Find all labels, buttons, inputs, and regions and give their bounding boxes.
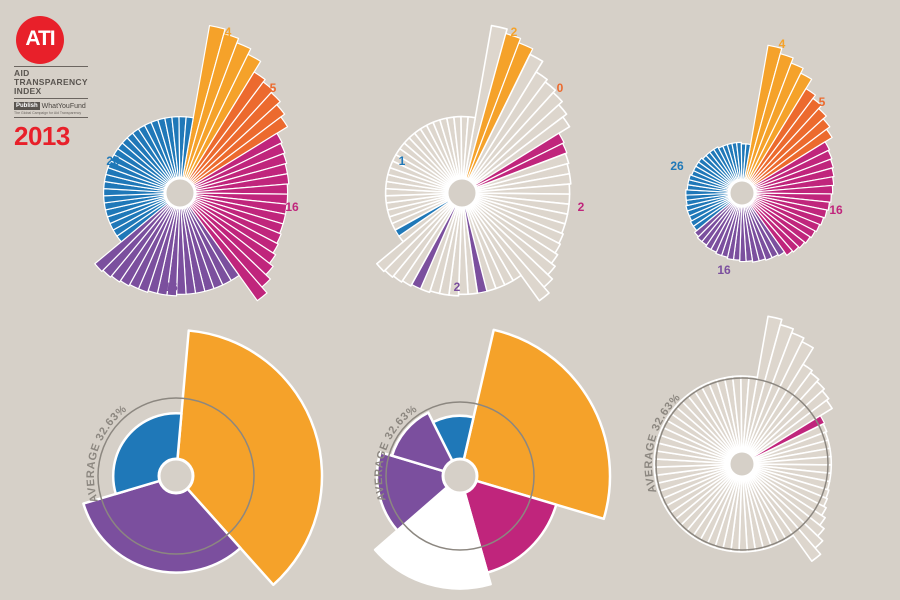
group-count-label: 4 — [225, 25, 232, 39]
group-count-label: 5 — [819, 95, 826, 109]
pwyf-box: Publish — [14, 102, 40, 110]
chart-hub — [157, 457, 195, 495]
group-count-label: 5 — [270, 81, 277, 95]
ati-badge-text: ATI — [25, 27, 55, 50]
logo-divider-2 — [14, 98, 88, 99]
logo-line-3: INDEX — [14, 86, 42, 96]
logo-divider-3 — [14, 117, 88, 118]
average-ring — [655, 377, 829, 551]
logo-line-1: AID — [14, 68, 30, 78]
average-ring — [385, 401, 535, 551]
group-count-label: 16 — [164, 280, 178, 294]
pwyf-subtitle: The Global Campaign for Aid Transparency — [14, 111, 82, 115]
chart-hub — [445, 176, 479, 210]
radial-chart-top-left: 4 5 16 16 26 — [94, 24, 299, 302]
group-count-label: 16 — [829, 203, 843, 217]
ati-badge: ATI — [16, 16, 64, 64]
group-count-label: 0 — [557, 81, 564, 95]
group-count-label: 16 — [285, 200, 299, 214]
radial-chart-top-center: 2 0 2 2 1 — [376, 24, 585, 302]
group-count-label: 2 — [454, 280, 461, 294]
group-count-label: 2 — [511, 25, 518, 39]
group-count-label: 2 — [578, 200, 585, 214]
logo-line-2: TRANSPARENCY — [14, 77, 88, 87]
chart-hub — [727, 178, 757, 208]
group-count-label: 16 — [717, 263, 731, 277]
group-count-label: 4 — [779, 37, 786, 51]
group-count-label: 26 — [670, 159, 684, 173]
group-count-label: 26 — [106, 154, 120, 168]
chart-hub — [441, 457, 479, 495]
ati-logo: ATI AID TRANSPARENCY INDEX Publish WhatY… — [14, 16, 94, 152]
radial-chart-top-right: 4 5 16 16 26 — [670, 37, 843, 277]
average-ring — [97, 397, 255, 555]
chart-hub — [163, 176, 197, 210]
pwyf-name: WhatYouFund — [41, 102, 86, 110]
pwyf-logo: Publish WhatYouFund — [14, 102, 94, 110]
chart-hub — [727, 449, 757, 479]
logo-divider — [14, 66, 88, 67]
radial-chart-bottom-right: AVERAGE 32.63% — [643, 315, 833, 562]
radial-chart-bottom-center: AVERAGE 32.63% — [373, 328, 612, 590]
group-count-label: 1 — [399, 154, 406, 168]
logo-year: 2013 — [14, 121, 70, 151]
radial-chart-bottom-left: AVERAGE 32.63% — [82, 329, 324, 587]
